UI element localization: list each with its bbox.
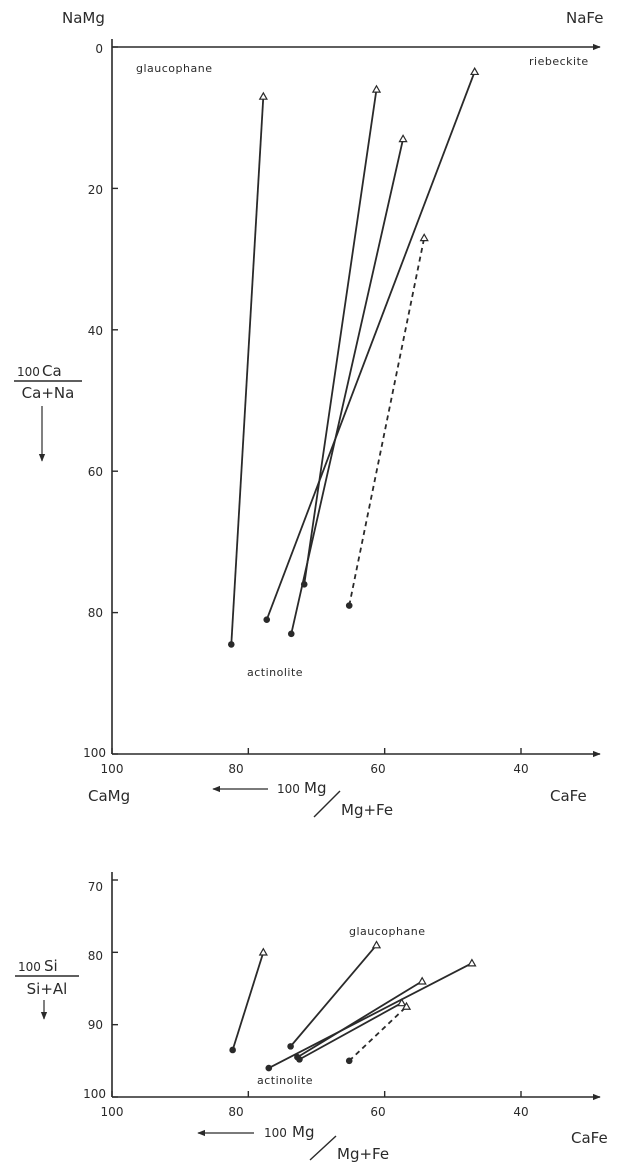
y-tick-label: 80 <box>88 949 103 963</box>
corner-label-nafe: NaFe <box>566 9 603 27</box>
y-axis-label: 100 Ca Ca+Na <box>14 362 82 462</box>
annotation-glaucophane: glaucophane <box>136 62 212 75</box>
tie-line-2 <box>303 89 378 585</box>
actinolite-point <box>345 1057 353 1065</box>
corner-label-namg: NaMg <box>62 9 105 27</box>
tie-line-4 <box>265 71 476 620</box>
y-axis-label-numerator: Si <box>44 957 58 975</box>
glaucophane-point <box>371 940 382 949</box>
actinolite-point <box>227 641 235 648</box>
chart-top-plot <box>111 39 601 758</box>
glaucophane-point <box>467 958 477 967</box>
chart-bottom-plot <box>111 872 601 1101</box>
y-tick-label: 100 <box>83 746 106 760</box>
chart-top: NaMg NaFe CaMg CaFe 0 20 40 60 80 100 10… <box>14 9 603 819</box>
actinolite-point <box>265 1064 273 1072</box>
x-axis-label-numerator: Mg <box>292 1123 314 1141</box>
x-tick-label: 40 <box>513 762 528 776</box>
tie-line-4 <box>296 980 423 1058</box>
x-axis-label-fraction-bar <box>309 1135 337 1161</box>
corner-label-cafe: CaFe <box>571 1129 608 1147</box>
y-tick-label: 40 <box>88 324 103 338</box>
actinolite-point <box>287 1043 294 1050</box>
y-axis-label-prefix: 100 <box>17 365 40 379</box>
tie-line-5 <box>299 1002 403 1061</box>
annotation-actinolite: actinolite <box>257 1074 313 1087</box>
actinolite-point <box>287 630 295 638</box>
y-axis-label-prefix: 100 <box>18 960 41 974</box>
tie-line-6 <box>348 1005 408 1062</box>
annotation-actinolite: actinolite <box>247 666 303 679</box>
tie-line-3 <box>290 138 404 635</box>
glaucophane-point <box>258 947 268 956</box>
x-tick-label: 100 <box>101 762 124 776</box>
x-tick-label: 40 <box>513 1105 528 1119</box>
y-tick-label: 60 <box>88 465 103 479</box>
annotation-glaucophane: glaucophane <box>349 925 425 938</box>
x-axis-label-numerator: Mg <box>304 779 326 797</box>
x-tick-label: 60 <box>370 762 385 776</box>
tie-line-1 <box>231 952 265 1051</box>
y-tick-label: 80 <box>88 606 103 620</box>
glaucophane-point <box>417 976 427 985</box>
x-axis-label-fraction-bar <box>313 790 341 818</box>
x-axis-label-prefix: 100 <box>277 782 300 796</box>
y-tick-label: 20 <box>88 183 103 197</box>
glaucophane-point <box>398 134 408 143</box>
y-tick-label: 0 <box>95 42 103 56</box>
x-axis-label-prefix: 100 <box>264 1126 287 1140</box>
glaucophane-point <box>401 1001 412 1010</box>
glaucophane-point <box>371 84 382 93</box>
tie-line-3 <box>268 962 473 1069</box>
y-axis-label-denominator: Si+Al <box>27 980 68 998</box>
x-tick-label: 100 <box>101 1105 124 1119</box>
annotation-riebeckite: riebeckite <box>529 55 589 68</box>
tie-line-2 <box>289 944 378 1047</box>
x-tick-label: 80 <box>228 762 243 776</box>
glaucophane-point <box>258 91 268 100</box>
actinolite-point <box>345 602 353 609</box>
x-axis-label: 100 Mg Mg+Fe <box>197 1123 389 1162</box>
tie-line-1 <box>230 96 265 645</box>
tie-line-5 <box>348 237 426 606</box>
glaucophane-point <box>470 66 480 76</box>
y-tick-label: 70 <box>88 880 103 894</box>
x-axis-label: 100 Mg Mg+Fe <box>212 779 393 819</box>
x-tick-label: 60 <box>370 1105 385 1119</box>
corner-label-cafe: CaFe <box>550 787 587 805</box>
y-axis-label-denominator: Ca+Na <box>22 384 75 402</box>
chart-bottom: 70 80 90 100 100 80 60 40 CaFe glaucopha… <box>15 872 608 1162</box>
actinolite-point <box>263 616 271 623</box>
y-axis-label-numerator: Ca <box>42 362 62 380</box>
x-axis-label-denominator: Mg+Fe <box>337 1145 389 1162</box>
corner-label-camg: CaMg <box>88 787 130 805</box>
x-axis-label-denominator: Mg+Fe <box>341 801 393 819</box>
y-tick-label: 100 <box>83 1087 106 1101</box>
actinolite-point <box>296 1056 303 1063</box>
x-tick-label: 80 <box>228 1105 243 1119</box>
glaucophane-point <box>397 998 407 1007</box>
y-tick-label: 90 <box>88 1018 103 1032</box>
actinolite-point <box>229 1046 236 1054</box>
y-axis-label: 100 Si Si+Al <box>15 957 79 1020</box>
glaucophane-point <box>419 233 429 242</box>
